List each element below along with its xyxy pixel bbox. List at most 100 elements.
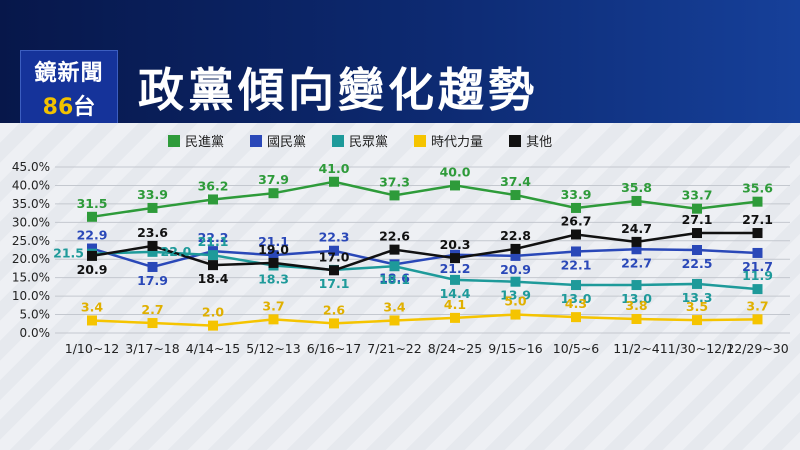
x-tick-label: 4/14~15 (186, 341, 240, 356)
data-label: 26.7 (561, 214, 592, 229)
data-point (631, 236, 642, 247)
legend-item: 民進黨 (168, 131, 224, 150)
y-tick-label: 0.0% (20, 326, 51, 340)
data-label: 22.5 (682, 256, 713, 271)
legend-item: 民眾黨 (332, 131, 388, 150)
y-tick-label: 45.0% (12, 160, 50, 174)
data-label: 40.0 (440, 164, 471, 179)
series-line (91, 180, 758, 219)
data-label: 3.8 (625, 298, 647, 313)
data-label: 4.1 (444, 297, 466, 312)
data-label: 22.3 (319, 230, 350, 245)
y-tick-label: 15.0% (12, 271, 50, 285)
data-label: 20.9 (77, 262, 108, 277)
x-tick-label: 12/29~30 (726, 341, 788, 356)
data-label: 20.9 (500, 262, 531, 277)
page-title: 政黨傾向變化趨勢 (138, 63, 538, 117)
data-point (450, 312, 460, 323)
data-point (752, 196, 763, 207)
data-label: 2.6 (323, 302, 345, 317)
data-point (147, 202, 158, 213)
legend-swatch (414, 134, 427, 147)
data-point (510, 190, 521, 201)
data-label: 21.1 (258, 234, 289, 249)
y-tick-label: 30.0% (12, 215, 50, 229)
data-point (571, 202, 581, 213)
data-point (147, 246, 158, 257)
series-line (91, 231, 758, 272)
x-tick-label: 9/15~16 (488, 341, 542, 356)
data-point (208, 250, 218, 261)
y-tick-label: 40.0% (12, 178, 50, 192)
data-point (752, 284, 763, 295)
data-point (329, 245, 339, 256)
legend-label: 其他 (526, 135, 553, 150)
y-tick-label: 35.0% (12, 197, 50, 211)
data-label: 13.9 (500, 288, 531, 303)
data-point (389, 261, 400, 272)
chart-background (0, 123, 800, 450)
data-point (208, 194, 218, 205)
data-label: 37.3 (379, 174, 410, 189)
data-label: 3.4 (383, 299, 405, 314)
data-label: 21.7 (742, 259, 773, 274)
data-point (147, 240, 158, 251)
data-label: 22.9 (77, 228, 108, 243)
header-banner (0, 0, 800, 123)
data-label: 18.3 (258, 271, 289, 286)
data-label: 20.3 (440, 237, 471, 252)
data-label: 35.6 (742, 181, 773, 196)
data-point (147, 261, 158, 272)
data-label: 22.6 (379, 229, 410, 244)
data-point (329, 176, 339, 187)
data-point (389, 244, 400, 255)
data-point (87, 243, 97, 254)
logo-channel-suffix: 台 (73, 95, 96, 120)
logo-channel-number: 86 (42, 95, 74, 120)
line-chart: 0.0% 5.0% 10.0% 15.0% 20.0% 25.0% 30.0% 35.0% 40… (12, 160, 790, 356)
data-point (631, 244, 642, 255)
data-point (389, 315, 400, 326)
data-point (87, 315, 97, 326)
data-point (631, 313, 642, 324)
data-label: 35.8 (621, 180, 652, 195)
data-point (510, 309, 521, 320)
legend-swatch (509, 134, 522, 147)
data-point (208, 320, 218, 331)
x-tick-label: 8/24~25 (428, 341, 482, 356)
data-label: 13.0 (561, 291, 592, 306)
data-label: 14.4 (440, 286, 471, 301)
data-label: 21.2 (440, 261, 471, 276)
y-tick-label: 5.0% (20, 308, 51, 322)
data-label: 22.1 (561, 257, 592, 272)
data-point (571, 280, 581, 291)
logo-channel: 86台 (21, 89, 117, 121)
data-point (450, 180, 460, 191)
data-label: 33.7 (682, 188, 713, 203)
data-point (268, 250, 279, 261)
data-label: 19.0 (258, 242, 289, 257)
data-label: 2.7 (141, 302, 163, 317)
data-point (571, 312, 581, 323)
legend-item: 其他 (509, 131, 552, 150)
data-point (510, 250, 521, 261)
data-point (571, 246, 581, 257)
data-label: 3.7 (262, 298, 284, 313)
data-label: 22.7 (621, 255, 652, 270)
data-point (268, 188, 279, 199)
data-label: 37.9 (258, 172, 289, 187)
data-label: 23.6 (137, 225, 168, 240)
series-line (91, 313, 758, 327)
data-label: 4.3 (565, 296, 587, 311)
data-point (692, 203, 702, 214)
data-label: 31.5 (77, 196, 108, 211)
data-label: 3.5 (686, 299, 708, 314)
data-label: 11.9 (742, 268, 773, 283)
x-tick-label: 10/5~6 (553, 341, 600, 356)
data-point (631, 280, 642, 291)
data-point (147, 318, 158, 329)
chart-legend: 民進黨 國民黨 民眾黨 時代力量 其他 (168, 131, 552, 150)
data-label: 13.3 (682, 290, 713, 305)
data-label: 37.4 (500, 174, 531, 189)
data-label: 13.0 (621, 291, 652, 306)
